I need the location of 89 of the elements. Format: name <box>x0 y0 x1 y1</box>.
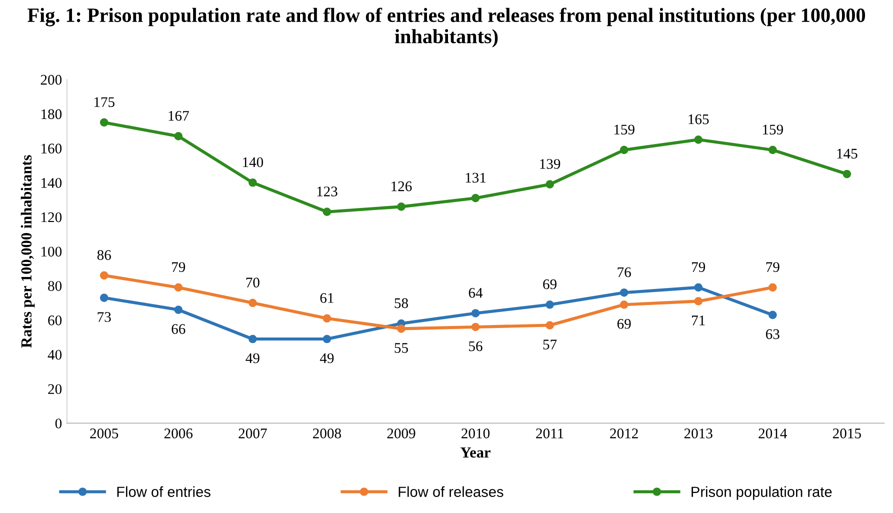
point <box>248 334 257 344</box>
data-label: 61 <box>320 293 334 303</box>
point <box>768 283 777 292</box>
data-label: 66 <box>172 324 186 334</box>
data-label: 70 <box>246 278 260 288</box>
data-label: 71 <box>692 316 705 326</box>
data-label: 123 <box>317 186 338 196</box>
y-tick-label: 180 <box>42 109 62 120</box>
y-tick-label: 200 <box>40 74 62 85</box>
data-label: 159 <box>762 124 783 135</box>
point <box>174 283 183 292</box>
data-label: 175 <box>94 97 114 108</box>
x-tick-label: 2005 <box>90 428 118 438</box>
y-tick-label: 60 <box>48 315 62 326</box>
legend-label: Prison population rate <box>692 486 832 500</box>
point <box>248 298 257 308</box>
point <box>100 294 108 302</box>
point <box>471 194 480 202</box>
data-label: 58 <box>394 298 408 308</box>
data-label: 79 <box>692 262 706 272</box>
data-label: 159 <box>614 124 634 135</box>
point <box>620 146 628 154</box>
point <box>546 300 554 309</box>
data-label: 145 <box>837 148 858 159</box>
x-axis-title: Year <box>460 447 490 458</box>
data-label: 76 <box>618 267 631 278</box>
x-tick-label: 2015 <box>832 428 861 438</box>
data-label: 165 <box>688 114 709 124</box>
data-label: 79 <box>766 262 780 272</box>
point <box>471 309 480 318</box>
point <box>471 322 480 332</box>
y-tick-label: 0 <box>55 418 62 428</box>
data-label: 139 <box>540 159 560 169</box>
y-tick-label: 40 <box>48 350 62 360</box>
x-tick-label: 2006 <box>164 428 193 438</box>
x-tick-label: 2009 <box>387 428 416 438</box>
y-tick-label: 120 <box>42 212 62 222</box>
point <box>322 208 332 216</box>
point <box>322 314 332 323</box>
data-label: 73 <box>98 312 111 322</box>
data-label: 49 <box>320 353 334 364</box>
x-tick-label: 2008 <box>313 428 341 438</box>
point <box>768 146 777 154</box>
data-label: 79 <box>172 262 186 272</box>
x-tick-label: 2012 <box>610 428 638 438</box>
x-tick-label: 2014 <box>758 428 788 438</box>
y-tick-label: 160 <box>42 144 62 154</box>
point <box>842 170 852 178</box>
y-tick-label: 80 <box>48 281 62 291</box>
point <box>174 132 183 140</box>
point <box>620 288 628 297</box>
point <box>174 306 183 314</box>
legend-label: Flow of releases <box>398 486 504 497</box>
y-tick-label: 140 <box>42 178 62 188</box>
data-label: 56 <box>469 341 482 352</box>
x-tick-label: 2011 <box>536 428 564 438</box>
data-label: 49 <box>246 353 260 364</box>
data-label: 69 <box>617 318 631 329</box>
x-tick-label: 2007 <box>238 428 267 438</box>
data-label: 167 <box>168 110 189 121</box>
y-axis-title: Rates per 100,000 inhabitants <box>20 155 35 348</box>
data-label: 69 <box>543 279 556 290</box>
data-label: 64 <box>468 288 483 298</box>
point <box>694 135 703 144</box>
point <box>397 324 406 333</box>
point <box>100 118 108 127</box>
point <box>694 283 703 292</box>
data-label: 86 <box>97 250 111 260</box>
legend-label: Flow of entries <box>117 486 210 497</box>
point <box>322 334 332 344</box>
x-tick-label: 2013 <box>684 428 712 438</box>
data-label: 57 <box>543 340 557 350</box>
point <box>768 310 777 320</box>
point <box>546 321 554 330</box>
data-label: 131 <box>466 172 486 183</box>
point <box>546 180 554 189</box>
point <box>248 178 257 187</box>
data-label: 55 <box>394 343 408 353</box>
x-tick-label: 2010 <box>462 428 490 438</box>
data-label: 140 <box>243 157 264 168</box>
point <box>397 202 406 211</box>
data-label: 126 <box>392 181 412 192</box>
y-tick-label: 100 <box>42 246 62 257</box>
point <box>620 300 628 309</box>
point <box>694 297 703 306</box>
data-label: 63 <box>766 329 780 340</box>
point <box>100 271 108 280</box>
y-tick-label: 20 <box>48 384 62 394</box>
chart-title: Fig. 1: Prison population rate and flow of entries and releases from penal institutions (per 100,000 inhabitants) <box>28 8 866 48</box>
